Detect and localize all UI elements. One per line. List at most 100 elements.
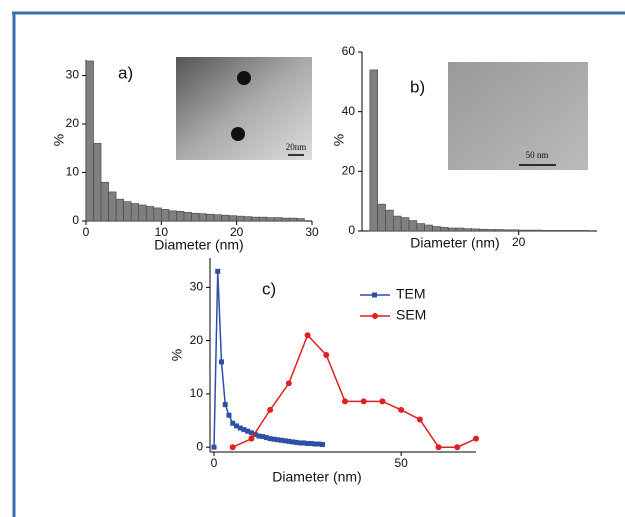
marker: [435, 444, 442, 451]
x-tick-label: 0: [211, 456, 218, 470]
bar: [206, 213, 215, 222]
bar: [447, 227, 457, 232]
bar: [183, 211, 192, 222]
legend-marker: [372, 313, 378, 319]
panel-label: a): [118, 63, 133, 82]
bar: [130, 203, 140, 222]
marker: [267, 406, 274, 413]
bar: [518, 229, 527, 232]
y-tick-label: 30: [66, 68, 80, 82]
marker: [222, 402, 228, 408]
marker: [260, 434, 266, 440]
marker: [241, 427, 247, 433]
bar: [296, 218, 305, 222]
marker: [275, 437, 281, 443]
marker: [230, 420, 236, 426]
marker: [297, 440, 303, 446]
marker: [454, 444, 461, 451]
y-tick-label: 0: [196, 439, 203, 453]
marker: [308, 440, 314, 446]
bar: [463, 228, 472, 232]
marker: [278, 437, 284, 443]
bar: [440, 227, 449, 232]
bar: [85, 60, 94, 222]
marker: [312, 441, 318, 447]
marker: [271, 436, 277, 442]
bar: [281, 217, 290, 222]
marker: [290, 439, 296, 445]
marker: [245, 428, 251, 434]
bar: [100, 181, 109, 222]
bar: [549, 230, 559, 232]
bar: [93, 143, 102, 222]
bar: [153, 207, 162, 222]
x-tick-label: 30: [305, 225, 319, 239]
bar: [565, 230, 574, 232]
scale-label: 50 nm: [526, 150, 549, 160]
marker: [218, 359, 224, 365]
marker: [360, 398, 367, 405]
y-tick-label: 20: [190, 333, 204, 347]
bar: [161, 209, 170, 222]
bar: [479, 228, 488, 232]
bar: [115, 198, 124, 222]
bar: [424, 224, 433, 232]
y-axis-label: %: [169, 349, 185, 361]
legend-label: TEM: [396, 286, 426, 302]
bar: [176, 211, 185, 222]
x-tick-label: 0: [83, 225, 90, 239]
bar: [138, 204, 147, 222]
y-tick-label: 10: [190, 386, 204, 400]
bar: [243, 216, 253, 222]
bar: [471, 228, 480, 232]
bar: [526, 229, 535, 232]
x-tick-label: 10: [155, 225, 169, 239]
inset-particle: [231, 127, 245, 141]
bar: [145, 206, 155, 222]
bar: [416, 223, 425, 232]
y-tick-label: 0: [348, 223, 355, 237]
marker: [301, 440, 307, 446]
bar: [274, 217, 283, 222]
marker: [304, 332, 311, 339]
bar: [400, 217, 410, 232]
marker: [229, 444, 236, 451]
marker: [379, 398, 386, 405]
bar: [534, 229, 543, 232]
x-axis-label: Diameter (nm): [410, 235, 499, 251]
marker: [248, 430, 254, 436]
bar: [213, 214, 222, 222]
line: [232, 333, 477, 448]
marker: [215, 268, 221, 274]
marker: [286, 438, 292, 444]
marker: [282, 438, 288, 444]
panel-label: b): [410, 77, 425, 96]
scale-label: 20nm: [286, 142, 307, 152]
marker: [398, 406, 405, 413]
marker: [256, 433, 262, 439]
bar: [510, 229, 519, 232]
bar: [541, 230, 551, 232]
legend-label: SEM: [396, 307, 426, 323]
bar: [393, 215, 402, 232]
marker: [473, 435, 479, 442]
y-tick-label: 20: [342, 164, 356, 178]
bar: [289, 217, 298, 222]
bar: [191, 212, 200, 222]
bar: [573, 230, 582, 232]
bar: [455, 227, 465, 232]
y-axis-label: %: [331, 134, 347, 146]
bar: [198, 213, 207, 222]
marker: [316, 441, 322, 447]
y-tick-label: 20: [66, 116, 80, 130]
marker: [342, 398, 349, 405]
y-tick-label: 30: [190, 279, 204, 293]
marker: [263, 435, 269, 441]
marker: [416, 416, 423, 423]
bar: [385, 209, 394, 232]
panel-label: c): [262, 279, 276, 298]
bar: [221, 214, 230, 222]
y-tick-label: 10: [66, 165, 80, 179]
y-tick-label: 60: [342, 44, 356, 58]
